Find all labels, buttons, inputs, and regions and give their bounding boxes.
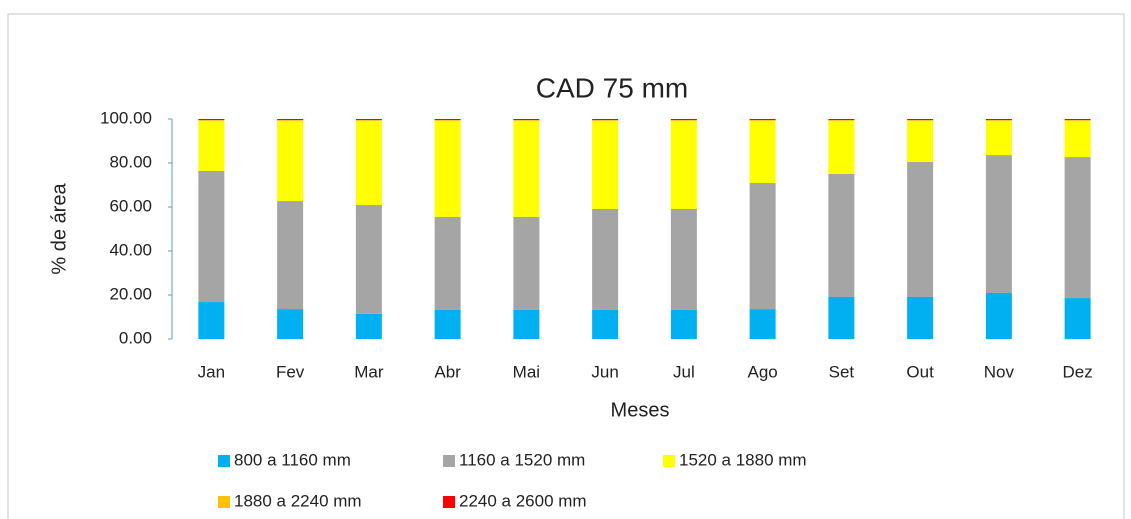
x-tick-label: Fev [276,362,305,381]
bar-segment [592,208,619,310]
bar-segment [828,120,855,174]
chart-border [7,13,1125,519]
x-tick-label: Jul [673,362,695,381]
y-tick-label: 20.00 [109,284,152,303]
bar-segment [828,296,855,339]
bar-segment [1064,120,1091,121]
bar-segment [670,120,697,209]
bar-segment [670,120,697,121]
bar-segment [513,309,540,339]
legend-swatch [443,455,455,467]
bar-segment [198,120,225,171]
bar-segment [434,120,461,217]
bar-segment [277,201,304,310]
bar-segment [828,120,855,121]
x-tick-label: Dez [1063,362,1093,381]
bar-segment [592,120,619,209]
x-tick-label: Jan [198,362,225,381]
bar-segment [907,120,934,162]
y-tick-label: 100.00 [100,108,152,127]
bar-segment [434,309,461,339]
bar-segment [907,119,934,121]
legend-label: 2240 a 2600 mm [459,491,587,510]
legend-label: 1880 a 2240 mm [234,491,362,510]
bar-segment [907,296,934,339]
bar-segment [277,119,304,121]
bar-segment [198,170,225,303]
y-tick-label: 80.00 [109,152,152,171]
bar-segment [670,208,697,310]
bar-segment [670,119,697,121]
bar-segment [592,119,619,121]
bar-segment [1064,120,1091,158]
bar-segment [434,119,461,121]
bar-segment [749,309,776,339]
bar-segment [513,119,540,121]
legend-swatch [218,496,230,508]
bar-segment [355,120,382,206]
bar-segment [355,120,382,121]
bar-segment [513,216,540,310]
bar-segment [355,119,382,121]
x-tick-label: Abr [434,362,461,381]
bar-segment [670,309,697,339]
legend-swatch [663,455,675,467]
bar-segment [198,120,225,121]
x-tick-label: Ago [748,362,778,381]
bar-segment [828,174,855,297]
bar-segment [1064,157,1091,299]
bar-segment [513,120,540,121]
bar-segment [1064,298,1091,339]
bar-segment [277,309,304,339]
bar-segment [355,313,382,339]
bar-segment [985,120,1012,156]
x-tick-label: Set [829,362,855,381]
chart-title: CAD 75 mm [536,72,688,103]
bar-segment [277,120,304,121]
bar-segment [198,119,225,121]
x-axis-title: Meses [611,399,670,421]
bar-segment [1064,119,1091,121]
y-tick-label: 60.00 [109,196,152,215]
x-tick-label: Mai [513,362,540,381]
bar-segment [355,205,382,314]
bar-segment [749,120,776,121]
bar-segment [749,183,776,310]
legend-label: 1160 a 1520 mm [459,450,585,469]
bar-segment [434,216,461,310]
y-tick-label: 0.00 [119,328,152,347]
bar-segment [749,119,776,121]
y-tick-label: 40.00 [109,240,152,259]
bar-segment [513,120,540,217]
x-tick-label: Jun [591,362,618,381]
bar-segment [985,155,1012,294]
x-tick-label: Out [906,362,934,381]
legend-swatch [218,455,230,467]
bar-segment [277,120,304,202]
x-tick-label: Nov [984,362,1015,381]
bar-segment [907,120,934,121]
bar-segment [828,119,855,121]
bar-segment [198,302,225,339]
legend-label: 1520 a 1880 mm [679,450,807,469]
bar-segment [749,120,776,184]
y-axis-title: % de área [48,183,70,275]
bar-segment [985,293,1012,339]
bar-segment [907,161,934,297]
x-tick-label: Mar [354,362,384,381]
legend-label: 800 a 1160 mm [234,450,351,469]
bar-segment [985,119,1012,121]
bar-segment [592,309,619,339]
bar-segment [592,120,619,121]
legend-swatch [443,496,455,508]
bar-segment [434,120,461,121]
bar-segment [985,120,1012,121]
